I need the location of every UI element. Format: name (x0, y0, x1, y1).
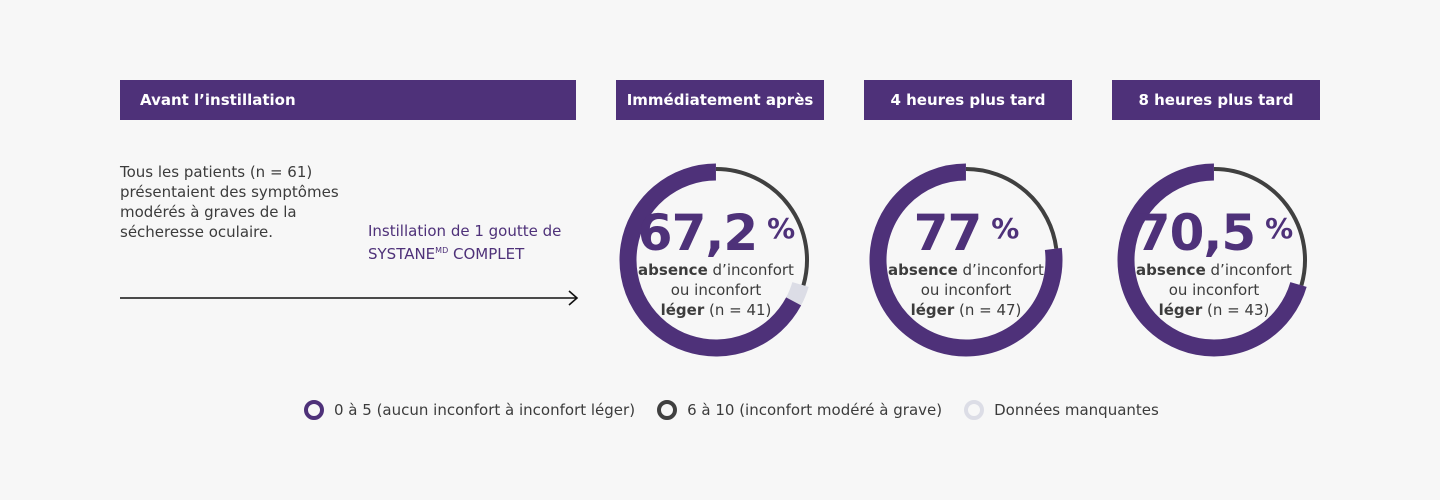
legend-swatch (964, 400, 985, 420)
segment-mild (1117, 163, 1307, 357)
legend-label: 6 à 10 (inconfort modéré à grave) (687, 401, 943, 419)
donut-label: 67,2% absence d’inconfort ou inconfort l… (616, 206, 816, 320)
desc-n: (n = 41) (704, 301, 772, 319)
desc-bold: léger (910, 301, 955, 319)
desc-line2: ou inconfort (920, 281, 1012, 299)
brand: SYSTANE (368, 245, 436, 263)
desc-bold: léger (1158, 301, 1203, 319)
desc-line1: absence d’inconfort (616, 260, 816, 280)
segment-missing (786, 281, 809, 306)
legend-swatch (304, 400, 324, 420)
donut-chart: 77% absence d’inconfort ou inconfort lég… (866, 158, 1066, 362)
header-8h: 8 heures plus tard (1112, 80, 1320, 120)
desc-bold: léger (660, 301, 705, 319)
donut-label: 70,5% absence d’inconfort ou inconfort l… (1114, 206, 1314, 320)
instillation-line1: Instillation de 1 goutte de (368, 222, 562, 240)
segment-moderate (1213, 167, 1307, 286)
header-4h: 4 heures plus tard (864, 80, 1072, 120)
donut-chart: 67,2% absence d’inconfort ou inconfort l… (616, 158, 816, 362)
percentage: 77% (866, 206, 1066, 260)
percentage-value: 70,5 (1135, 204, 1256, 262)
segment-mild (869, 163, 1063, 357)
intro-text: Tous les patients (n = 61) présentaient … (120, 163, 339, 241)
desc-n: (n = 47) (954, 301, 1022, 319)
donut-chart: 70,5% absence d’inconfort ou inconfort l… (1114, 158, 1314, 362)
segment-moderate (715, 167, 809, 286)
desc-text: d’inconfort (1205, 261, 1292, 279)
desc-line1: absence d’inconfort (866, 260, 1066, 280)
description: absence d’inconfort ou inconfort léger (… (866, 260, 1066, 320)
desc-line1: absence d’inconfort (1114, 260, 1314, 280)
percentage-unit: % (1265, 212, 1293, 245)
desc-text: d’inconfort (957, 261, 1044, 279)
legend-item-missing: Données manquantes (964, 400, 1159, 420)
percentage-unit: % (767, 212, 795, 245)
desc-line2: ou inconfort (1168, 281, 1260, 299)
percentage: 67,2% (616, 206, 816, 260)
desc-bold: absence (638, 261, 708, 279)
segment-mild (619, 163, 802, 357)
donut-label: 77% absence d’inconfort ou inconfort lég… (866, 206, 1066, 320)
segment-moderate (965, 167, 1059, 249)
desc-line3: léger (n = 47) (866, 300, 1066, 320)
legend: 0 à 5 (aucun inconfort à inconfort léger… (304, 400, 1181, 420)
legend-item-moderate: 6 à 10 (inconfort modéré à grave) (657, 400, 942, 420)
percentage-value: 67,2 (637, 204, 758, 262)
instillation-line2: SYSTANEMD COMPLET (368, 241, 561, 264)
desc-text: d’inconfort (707, 261, 794, 279)
desc-bold: absence (1136, 261, 1206, 279)
header-before: Avant l’instillation (120, 80, 576, 120)
percentage-unit: % (991, 212, 1019, 245)
desc-line3: léger (n = 41) (616, 300, 816, 320)
legend-swatch (657, 400, 678, 420)
instillation-rest: COMPLET (448, 245, 525, 263)
desc-line2: ou inconfort (670, 281, 762, 299)
desc-bold: absence (888, 261, 958, 279)
arrow-icon (120, 290, 579, 306)
brand-sup: MD (435, 246, 449, 255)
legend-label: 0 à 5 (aucun inconfort à inconfort léger… (334, 401, 636, 419)
instillation-text: Instillation de 1 goutte de SYSTANEMD CO… (368, 221, 561, 264)
legend-item-mild: 0 à 5 (aucun inconfort à inconfort léger… (304, 400, 635, 420)
description: absence d’inconfort ou inconfort léger (… (1114, 260, 1314, 320)
percentage-value: 77 (913, 204, 983, 262)
desc-n: (n = 43) (1202, 301, 1270, 319)
description: absence d’inconfort ou inconfort léger (… (616, 260, 816, 320)
legend-label: Données manquantes (994, 401, 1159, 419)
percentage: 70,5% (1114, 206, 1314, 260)
header-immediate: Immédiatement après (616, 80, 824, 120)
desc-line3: léger (n = 43) (1114, 300, 1314, 320)
